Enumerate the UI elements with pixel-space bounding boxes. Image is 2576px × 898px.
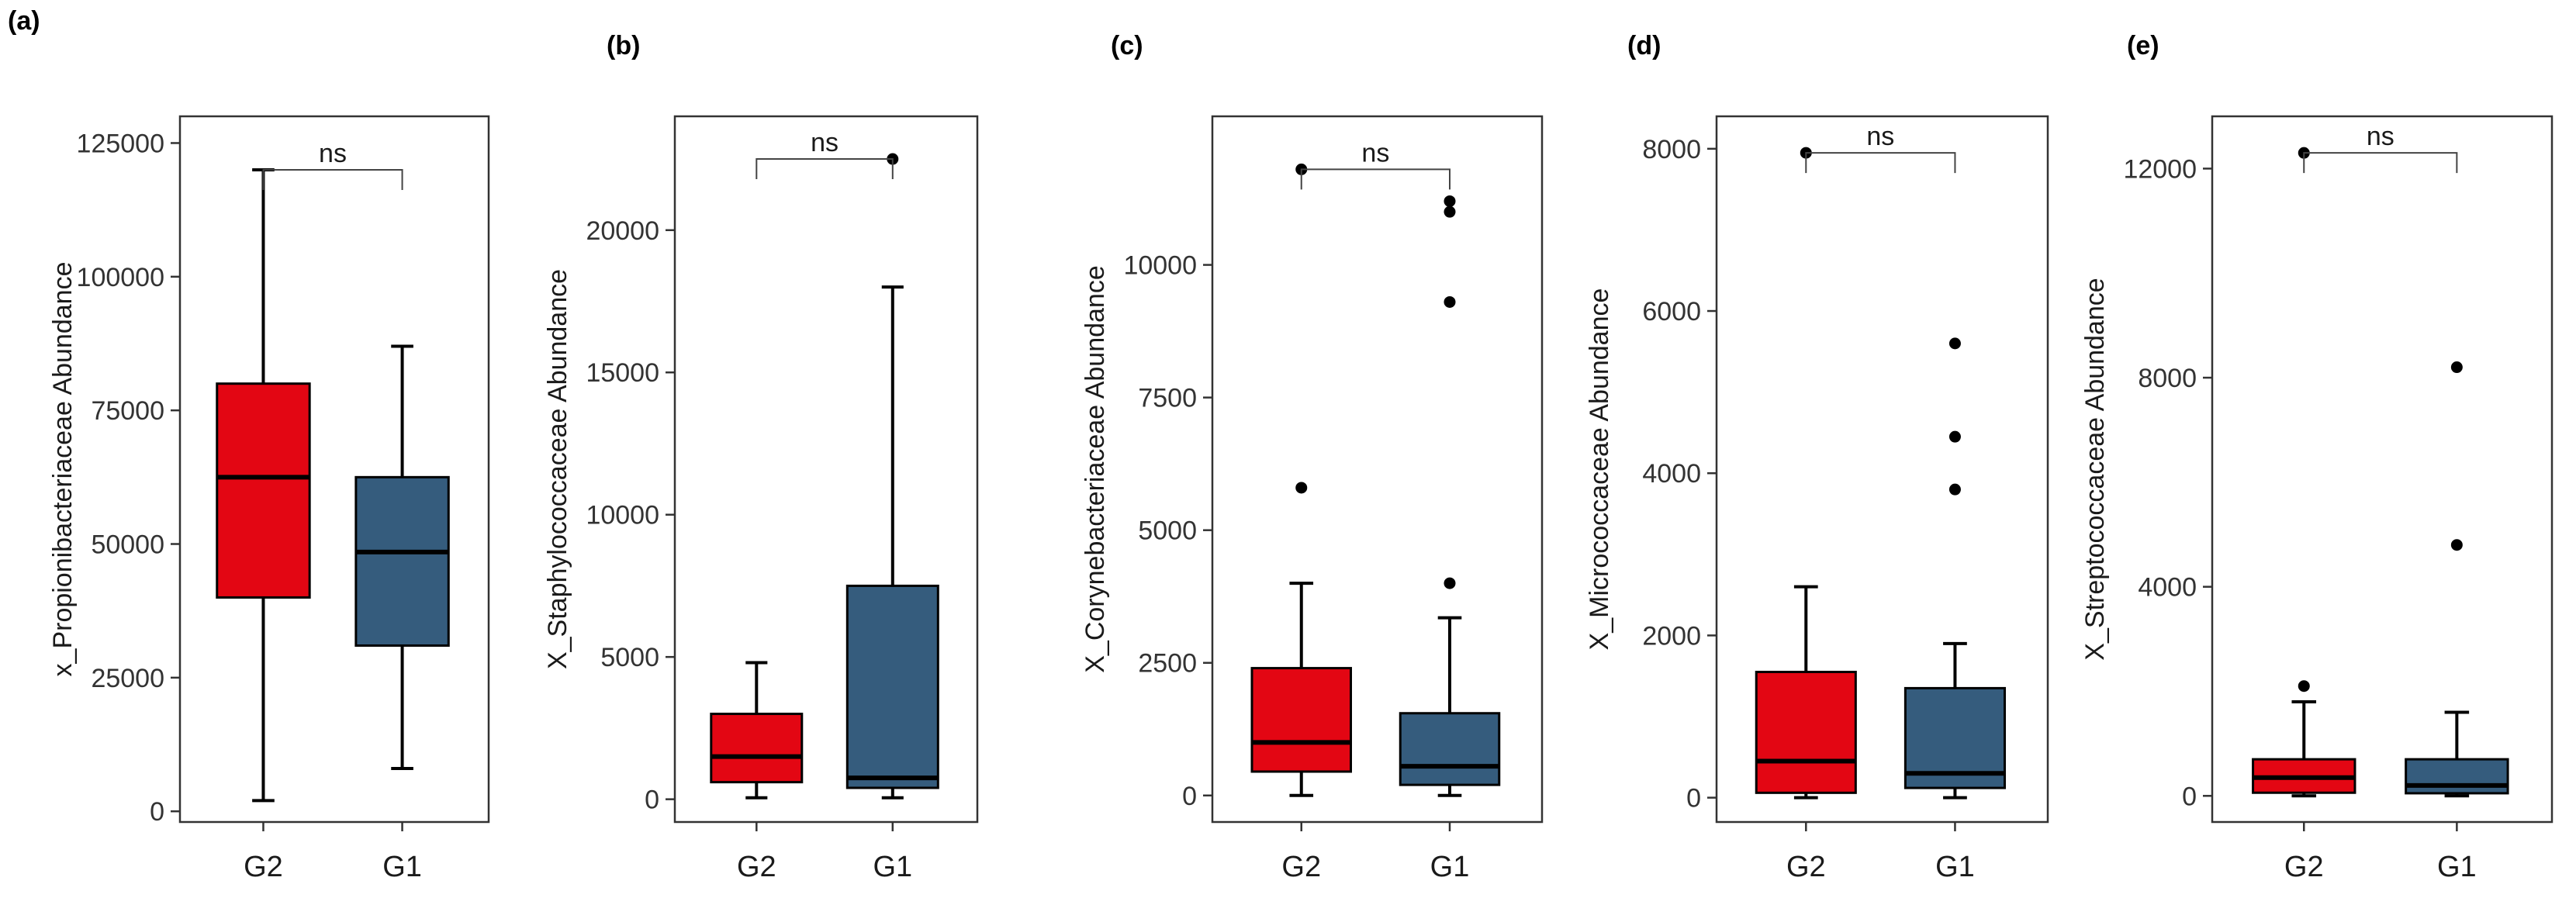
x-category-label: G1	[873, 851, 912, 883]
y-tick-label: 100000	[77, 263, 164, 292]
y-tick-label: 8000	[1642, 135, 1701, 164]
outlier-point	[2298, 680, 2310, 692]
x-category-label: G2	[244, 851, 283, 883]
panel-frame	[1715, 115, 2049, 824]
panel-frame	[673, 115, 979, 824]
box-panel: 0 5000 10000 15000 20000 X_Staphylococcaceae …	[543, 115, 979, 883]
outlier-point	[1948, 430, 1961, 443]
box-g1	[1399, 712, 1501, 786]
y-axis-label: X_Staphylococcaceae Abundance	[543, 269, 572, 669]
y-tick-label: 75000	[91, 396, 164, 426]
box-g2	[710, 713, 804, 784]
box-panel: 0 2000 4000 6000 8000 X_Micrococcaceae Abunda…	[1585, 115, 2049, 883]
y-axis-label: x_Propionibacteriaceae Abundance	[48, 262, 78, 677]
panel-label: (e)	[2127, 31, 2159, 60]
outlier-point	[1295, 482, 1308, 494]
y-tick-label: 0	[1182, 782, 1197, 811]
y-tick-label: 12000	[2123, 154, 2197, 184]
outlier-point	[1948, 337, 1961, 350]
box-g1	[354, 475, 450, 647]
y-tick-label: 5000	[1138, 516, 1197, 546]
significance-bracket	[756, 158, 894, 180]
panel-label: (d)	[1627, 31, 1661, 60]
y-axis-label: X_Streptococcaceae Abundance	[2080, 278, 2110, 660]
box-g1	[845, 584, 939, 789]
y-axis-label: X_Corynebacteriaceae Abundance	[1081, 265, 1110, 673]
significance-label: ns	[1866, 122, 1894, 151]
significance-bracket	[2303, 152, 2458, 174]
panel-frame	[2211, 115, 2554, 824]
outlier-point	[1444, 577, 1456, 589]
y-tick-label: 10000	[1123, 251, 1197, 281]
panel-label: (c)	[1111, 31, 1143, 60]
significance-bracket	[1805, 152, 1956, 174]
x-category-label: G2	[2284, 851, 2324, 883]
significance-label: ns	[811, 128, 838, 157]
x-category-label: G1	[1935, 851, 1975, 883]
y-tick-label: 20000	[586, 216, 659, 246]
panel-frame	[178, 115, 490, 824]
outlier-point	[1444, 295, 1456, 308]
panel-frame	[1211, 115, 1544, 824]
panel-label: (a)	[8, 6, 40, 36]
x-category-label: G2	[1786, 851, 1826, 883]
y-tick-label: 2500	[1138, 649, 1197, 679]
significance-label: ns	[319, 139, 347, 168]
outlier-point	[2450, 539, 2463, 551]
y-tick-label: 125000	[77, 129, 164, 158]
x-category-label: G1	[1430, 851, 1470, 883]
x-category-label: G1	[382, 851, 422, 883]
y-tick-label: 4000	[2138, 573, 2197, 603]
y-tick-label: 2000	[1642, 621, 1701, 651]
y-tick-label: 0	[1686, 784, 1701, 813]
y-tick-label: 10000	[586, 501, 659, 530]
y-tick-label: 5000	[600, 643, 659, 672]
x-category-label: G1	[2437, 851, 2477, 883]
y-tick-label: 50000	[91, 530, 164, 560]
box-panel: 0 2500 5000 7500 10000 X_Corynebacteriaceae A…	[1081, 115, 1544, 883]
y-tick-label: 6000	[1642, 297, 1701, 326]
significance-label: ns	[1361, 138, 1389, 168]
x-category-label: G2	[737, 851, 776, 883]
y-tick-label: 25000	[91, 664, 164, 693]
significance-bracket	[1300, 168, 1451, 190]
y-tick-label: 7500	[1138, 384, 1197, 413]
box-g2	[1755, 670, 1857, 794]
outlier-point	[1444, 206, 1456, 218]
box-panel: 0 25000 50000 75000 100000 125000 x_Propioniba…	[48, 115, 490, 883]
y-tick-label: 4000	[1642, 459, 1701, 489]
y-tick-label: 0	[2182, 782, 2197, 811]
outlier-point	[2450, 361, 2463, 374]
box-panel: 0 4000 8000 12000 X_Streptococcaceae Abundan…	[2080, 115, 2554, 883]
box-g2	[216, 382, 311, 599]
y-tick-label: 0	[645, 786, 659, 815]
outlier-point	[1948, 483, 1961, 496]
y-axis-label: X_Micrococcaceae Abundance	[1585, 288, 1614, 651]
box-g1	[2405, 758, 2509, 795]
x-category-label: G2	[1281, 851, 1321, 883]
y-tick-label: 15000	[586, 358, 659, 388]
significance-label: ns	[2367, 122, 2394, 151]
significance-bracket	[262, 168, 403, 190]
y-tick-label: 8000	[2138, 364, 2197, 393]
box-g2	[1250, 667, 1352, 773]
outlier-point	[1444, 195, 1456, 207]
panel-label: (b)	[607, 31, 640, 60]
y-tick-label: 0	[150, 797, 164, 827]
